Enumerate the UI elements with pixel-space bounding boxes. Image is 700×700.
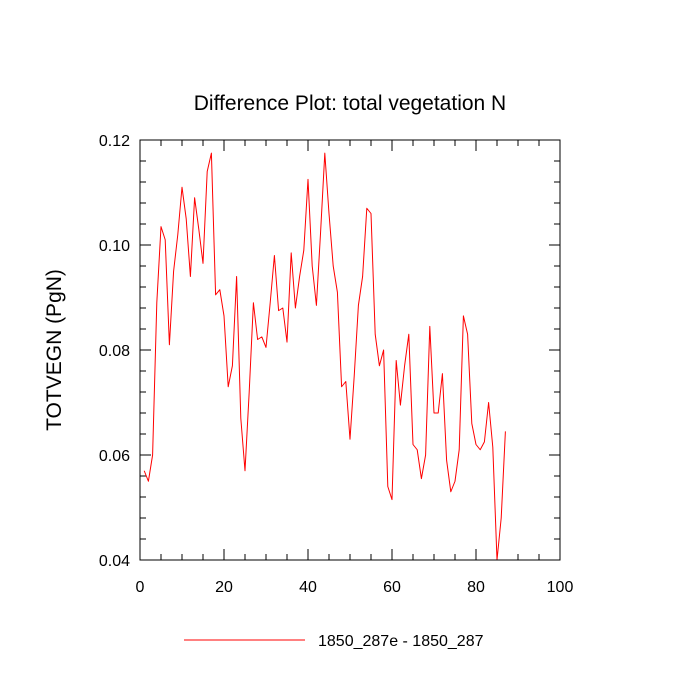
series-line <box>143 152 506 561</box>
y-tick-label: 0.06 <box>99 448 130 465</box>
x-tick-label: 80 <box>467 579 485 596</box>
axis-ticks: 0 20 40 60 80 100 0.04 0.06 0.08 0.10 0.12 <box>99 133 574 596</box>
x-tick-label: 60 <box>383 579 401 596</box>
x-tick-label: 0 <box>136 579 145 596</box>
y-axis-label: TOTVEGN (PgN) <box>43 269 66 431</box>
x-tick-label: 20 <box>215 579 233 596</box>
x-tick-label: 40 <box>299 579 317 596</box>
legend: 1850_287e - 1850_287 <box>184 633 484 650</box>
chart-title: Difference Plot: total vegetation N <box>194 92 506 115</box>
y-tick-label: 0.12 <box>99 133 130 150</box>
x-tick-label: 100 <box>547 579 574 596</box>
legend-label: 1850_287e - 1850_287 <box>318 633 484 650</box>
y-tick-label: 0.10 <box>99 238 130 255</box>
plot-frame <box>139 139 561 561</box>
y-tick-label: 0.04 <box>99 553 130 570</box>
series-group <box>143 152 506 561</box>
y-tick-label: 0.08 <box>99 343 130 360</box>
